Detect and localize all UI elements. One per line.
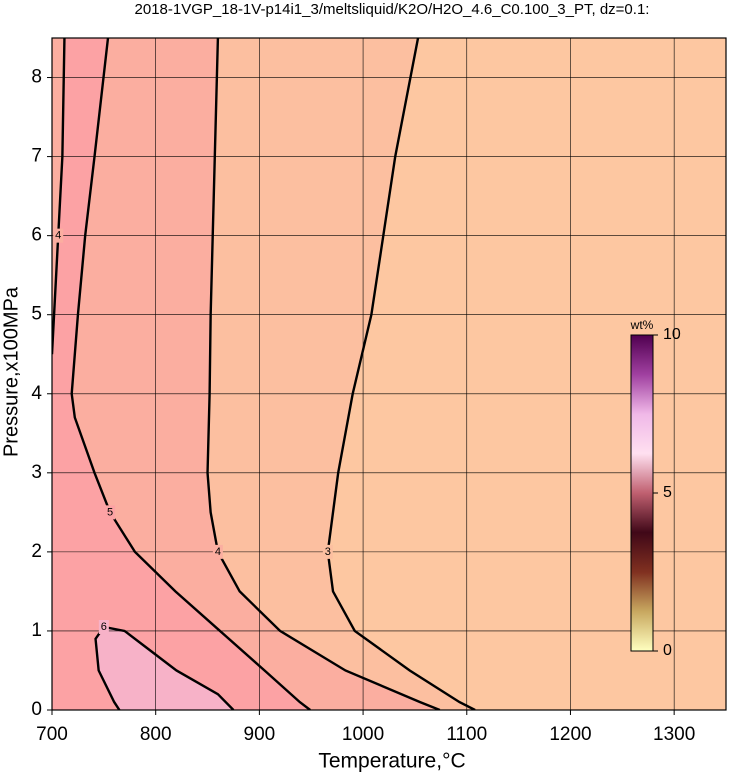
y-tick-label: 1 xyxy=(31,620,42,641)
plot-area: 3 4 5 4 6 xyxy=(52,38,726,710)
plot-frame xyxy=(51,37,727,711)
contour-line xyxy=(94,625,235,710)
contour-fill xyxy=(52,38,440,710)
contour-line xyxy=(206,38,441,710)
y-tick-label: 0 xyxy=(31,699,42,720)
y-tick-label: 2 xyxy=(31,541,42,562)
y-tick-label: 6 xyxy=(31,225,42,246)
contour-fill xyxy=(52,38,311,710)
contour-label-bg xyxy=(322,544,333,559)
y-tick-label: 8 xyxy=(31,67,42,88)
contour-label: 6 xyxy=(101,621,107,633)
y-tick-label: 7 xyxy=(31,146,42,167)
x-tick-label: 1200 xyxy=(549,724,591,745)
contour-label: 4 xyxy=(55,230,61,242)
x-tick-label: 800 xyxy=(140,724,172,745)
y-tick-label: 4 xyxy=(31,383,42,404)
x-tick-label: 1300 xyxy=(653,724,695,745)
contour-label: 5 xyxy=(107,506,113,518)
chart-title: 2018-1VGP_18-1V-p14i1_3/meltsliquid/K2O/… xyxy=(135,1,650,18)
contour-label: 4 xyxy=(215,546,221,558)
contour-label: 3 xyxy=(325,546,331,558)
colorbar-label: wt% xyxy=(630,318,654,332)
colorbar-tick-label: 0 xyxy=(663,642,672,659)
x-axis-label: Temperature,°C xyxy=(318,750,465,773)
x-tick-label: 900 xyxy=(244,724,276,745)
contour-label-bg xyxy=(98,619,109,634)
contour-fill xyxy=(95,626,234,710)
colorbar xyxy=(630,334,654,652)
x-tick-label: 1000 xyxy=(342,724,384,745)
y-tick-label: 5 xyxy=(31,304,42,325)
x-tick-label: 700 xyxy=(36,724,68,745)
colorbar-tick-label: 10 xyxy=(663,326,681,343)
contour-line xyxy=(70,38,311,710)
y-tick-label: 3 xyxy=(31,462,42,483)
x-tick-label: 1100 xyxy=(446,724,487,745)
contour-label-bg xyxy=(53,228,64,243)
y-axis-label: Pressure,x100MPa xyxy=(0,286,22,457)
contour-label-bg xyxy=(105,505,116,520)
colorbar-tick-label: 5 xyxy=(663,484,672,501)
contour-label-bg xyxy=(212,544,223,559)
